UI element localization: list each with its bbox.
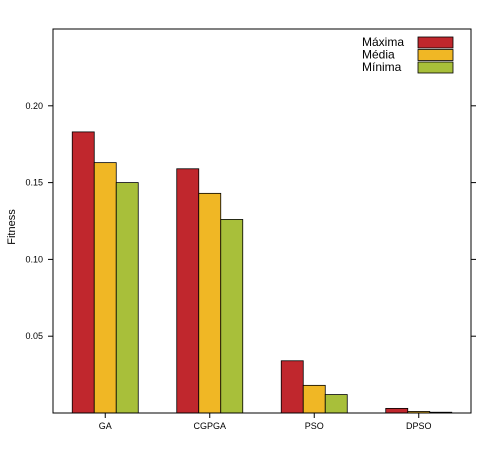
- legend-label: Máxima: [362, 35, 404, 49]
- y-tick-label: 0.20: [25, 101, 43, 111]
- bar-máxima-pso: [280, 360, 304, 414]
- y-tick-label: 0.15: [25, 178, 43, 188]
- bars-group: [71, 131, 453, 414]
- y-tick-label: 0.10: [25, 254, 43, 264]
- x-tick-label: GA: [99, 421, 112, 431]
- plot-frame: [52, 28, 472, 414]
- y-axis-title: Fitness: [6, 209, 18, 245]
- bar-média-ga: [93, 162, 117, 414]
- legend-label: Média: [362, 48, 395, 62]
- bar-máxima-ga: [71, 131, 95, 414]
- y-axis: 0.05 0.10 0.15 0.20: [25, 101, 476, 341]
- bar-máxima-cgpga: [176, 168, 200, 414]
- y-tick-label: 0.05: [25, 331, 43, 341]
- x-axis: GA CGPGA PSO DPSO: [99, 413, 432, 431]
- bar-mínima-cgpga: [220, 219, 244, 414]
- legend-swatch: [417, 36, 454, 49]
- bar-média-cgpga: [198, 192, 222, 414]
- bar-mínima-pso: [324, 394, 348, 414]
- bar-máxima-dpso: [385, 407, 409, 414]
- legend-swatch: [417, 49, 454, 61]
- bar-média-pso: [302, 384, 326, 414]
- x-tick-label: CGPGA: [193, 421, 226, 431]
- legend-label: Mínima: [362, 60, 402, 74]
- x-tick-label: DPSO: [406, 421, 432, 431]
- bar-mínima-ga: [115, 182, 139, 414]
- legend-swatch: [417, 61, 454, 74]
- x-tick-label: PSO: [305, 421, 324, 431]
